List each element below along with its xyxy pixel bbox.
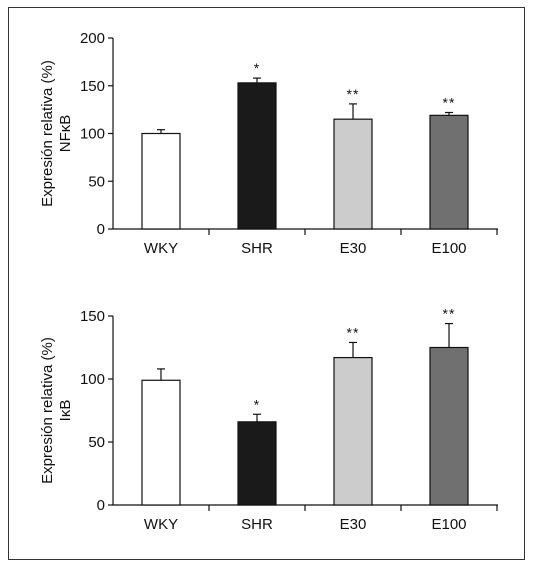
bar-e100 <box>429 114 469 230</box>
bar-wky <box>141 132 181 230</box>
x-tick-label: E30 <box>340 516 367 533</box>
x-tick-label: E100 <box>431 516 466 533</box>
y-tick-label: 150 <box>80 308 105 325</box>
y-tick-label: 150 <box>80 78 105 95</box>
y-axis-label: Expresión relativa (%) <box>39 60 56 207</box>
significance-marker: * <box>254 396 260 412</box>
x-tick-label: E30 <box>340 240 367 257</box>
significance-marker: ** <box>443 306 456 322</box>
y-tick-label: 50 <box>88 434 105 451</box>
significance-marker: ** <box>347 324 360 340</box>
y-tick-label: 100 <box>80 126 105 143</box>
bar-wky <box>141 379 181 506</box>
y-tick-label: 100 <box>80 371 105 388</box>
y-axis-label: IκB <box>57 400 74 422</box>
bar-e30 <box>333 356 373 506</box>
significance-marker: ** <box>443 94 456 110</box>
bar-e30 <box>333 118 373 230</box>
chart-nfkb: 0 50 100 150 200 Expresión relativa (%) NFκB WK… <box>39 30 498 257</box>
x-tick-label: SHR <box>241 240 273 257</box>
y-axis-label: NFκB <box>57 115 74 153</box>
y-tick-label: 0 <box>97 221 105 238</box>
bar-shr <box>237 82 277 230</box>
x-tick-label: WKY <box>144 240 178 257</box>
significance-marker: ** <box>347 86 360 102</box>
y-tick-label: 50 <box>88 173 105 190</box>
y-tick-label: 200 <box>80 30 105 47</box>
x-tick-label: WKY <box>144 516 178 533</box>
x-tick-label: E100 <box>431 240 466 257</box>
x-tick-label: SHR <box>241 516 273 533</box>
bar-e100 <box>429 346 469 506</box>
y-axis-label: Expresión relativa (%) <box>39 337 56 484</box>
chart-ikb: 0 50 100 150 Expresión relativa (%) IκB WKY * SH… <box>39 306 498 533</box>
bar-shr <box>237 421 277 506</box>
y-tick-label: 0 <box>97 497 105 514</box>
significance-marker: * <box>254 60 260 76</box>
